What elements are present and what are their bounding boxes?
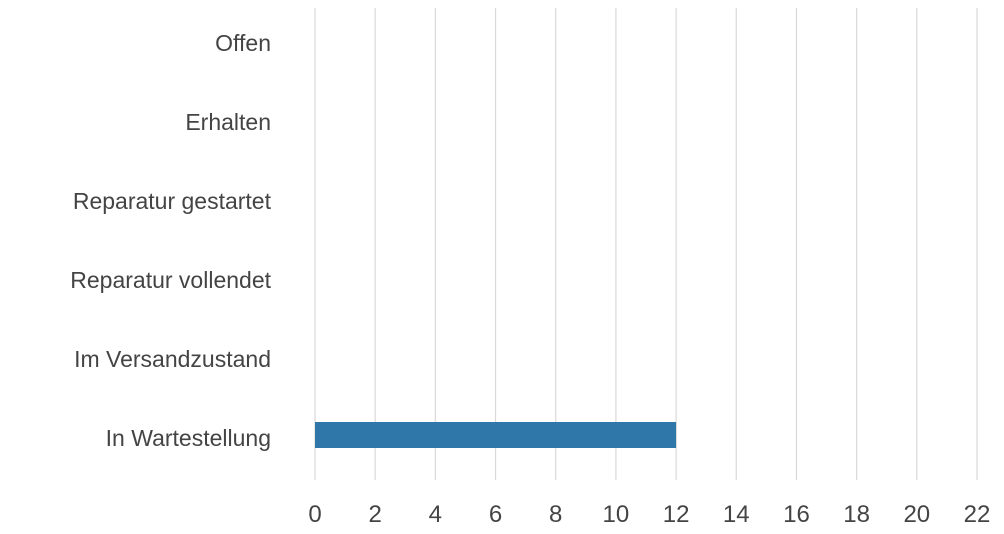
category-label: Reparatur vollendet <box>70 267 271 293</box>
category-labels: Offen Erhalten Reparatur gestartet Reparatu… <box>70 30 271 451</box>
grid-lines <box>314 8 978 480</box>
x-axis-tick-labels: 0 2 4 6 8 10 12 14 16 18 20 22 <box>308 501 990 528</box>
category-label: Offen <box>215 30 271 56</box>
x-tick-label: 22 <box>964 501 991 528</box>
x-tick-label: 18 <box>843 501 870 528</box>
category-label: Im Versandzustand <box>74 346 271 372</box>
x-tick-label: 8 <box>549 501 562 528</box>
x-tick-label: 16 <box>783 501 810 528</box>
category-label: Reparatur gestartet <box>73 188 272 214</box>
x-tick-label: 4 <box>429 501 442 528</box>
x-tick-label: 0 <box>308 501 321 528</box>
x-tick-label: 20 <box>903 501 930 528</box>
category-label: Erhalten <box>185 109 271 135</box>
category-label: In Wartestellung <box>106 425 271 451</box>
x-tick-label: 10 <box>603 501 630 528</box>
bar <box>315 422 677 448</box>
x-tick-label: 2 <box>369 501 382 528</box>
x-tick-label: 14 <box>723 501 750 528</box>
x-tick-label: 12 <box>663 501 690 528</box>
x-tick-label: 6 <box>489 501 502 528</box>
bars <box>315 422 677 448</box>
